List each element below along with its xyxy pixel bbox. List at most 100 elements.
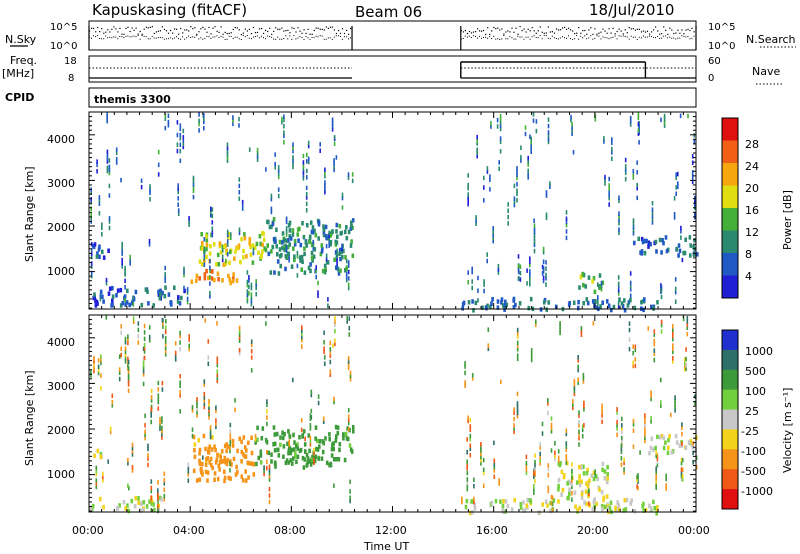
echo-cell [90, 212, 92, 218]
x-tick-12: 12:00 [375, 524, 407, 537]
echo-cell [161, 387, 164, 392]
echo-cell [159, 417, 161, 422]
echo-cell [291, 232, 295, 237]
echo-cell [229, 476, 232, 481]
echo-cell [263, 471, 265, 477]
echo-cell [473, 483, 475, 489]
echo-cell [98, 195, 101, 200]
echo-cell [238, 183, 241, 189]
echo-cell [600, 280, 603, 286]
echo-cell [482, 467, 485, 472]
echo-cell [678, 248, 682, 254]
echo-cell [334, 424, 338, 430]
echo-cell [271, 221, 275, 227]
echo-cell [150, 410, 152, 415]
echo-cell [584, 284, 587, 289]
echo-cell [347, 407, 350, 413]
echo-cell [182, 138, 185, 143]
echo-cell [537, 510, 541, 515]
echo-cell [105, 315, 108, 320]
echo-cell [534, 462, 536, 468]
echo-cell [198, 451, 201, 456]
echo-cell [577, 364, 579, 370]
echo-cell [315, 265, 317, 270]
echo-cell [174, 350, 177, 356]
echo-cell [108, 193, 111, 198]
echo-cell [349, 489, 351, 494]
echo-cell [127, 483, 129, 488]
echo-cell [157, 162, 160, 168]
echo-cell [111, 393, 114, 398]
echo-cell [651, 447, 655, 452]
echo-cell [648, 503, 651, 508]
echo-cell [268, 499, 271, 505]
echo-cell [157, 149, 160, 155]
echo-cell [514, 302, 517, 308]
echo-cell [504, 299, 507, 305]
echo-cell [312, 246, 315, 251]
echo-cell [582, 282, 585, 288]
echo-cell [634, 363, 637, 369]
echo-cell [618, 211, 620, 216]
echo-cell [547, 410, 549, 416]
echo-cell [526, 497, 529, 503]
echo-cell [494, 498, 498, 504]
echo-cell [277, 174, 280, 180]
echo-cell [124, 352, 127, 358]
echo-cell [127, 379, 130, 384]
echo-cell [602, 497, 605, 503]
echo-cell [632, 175, 635, 180]
echo-cell [310, 242, 314, 248]
echo-cell [336, 234, 339, 239]
echo-cell [681, 467, 684, 472]
echo-cell [250, 282, 253, 288]
echo-cell [106, 112, 108, 118]
echo-cell [526, 281, 528, 286]
echo-cell [637, 476, 639, 481]
echo-cell [277, 453, 281, 458]
echo-cell [310, 408, 313, 414]
echo-cell [572, 300, 576, 305]
echo-cell [554, 453, 556, 459]
echo-cell [533, 471, 535, 476]
echo-cell [274, 464, 277, 469]
echo-cell [542, 278, 545, 284]
echo-cell [301, 325, 303, 330]
echo-cell [203, 116, 205, 121]
echo-cell [533, 218, 535, 223]
echo-cell [216, 359, 219, 365]
echo-cell [305, 452, 309, 458]
echo-cell [118, 503, 121, 508]
echo-cell [578, 435, 580, 441]
echo-cell [291, 228, 295, 233]
echo-cell [670, 450, 674, 455]
echo-cell [268, 470, 271, 476]
power-colorbar: 4 8 12 16 20 24 28 Power [dB] [721, 117, 794, 299]
echo-cell [487, 346, 490, 352]
echo-cell [313, 247, 317, 252]
echo-cell [307, 159, 310, 165]
echo-cell [157, 491, 159, 496]
echo-cell [238, 325, 241, 331]
echo-cell [594, 469, 596, 474]
echo-cell [317, 290, 319, 295]
echo-cell [608, 186, 610, 191]
echo-cell [243, 454, 246, 459]
echo-cell [573, 388, 576, 393]
echo-cell [675, 440, 679, 445]
echo-cell [301, 455, 305, 461]
echo-cell [157, 380, 160, 386]
echo-cell [275, 227, 278, 232]
echo-cell [219, 250, 223, 255]
echo-cell [621, 303, 625, 309]
echo-cell [574, 504, 577, 509]
echo-cell [229, 422, 232, 428]
echo-cell [633, 240, 636, 246]
echo-cell [248, 278, 250, 283]
echo-cell [591, 299, 595, 304]
echo-cell [500, 300, 503, 305]
echo-cell [578, 432, 580, 438]
echo-cell [203, 379, 206, 384]
echo-cell [690, 442, 694, 448]
echo-cell [547, 300, 550, 305]
